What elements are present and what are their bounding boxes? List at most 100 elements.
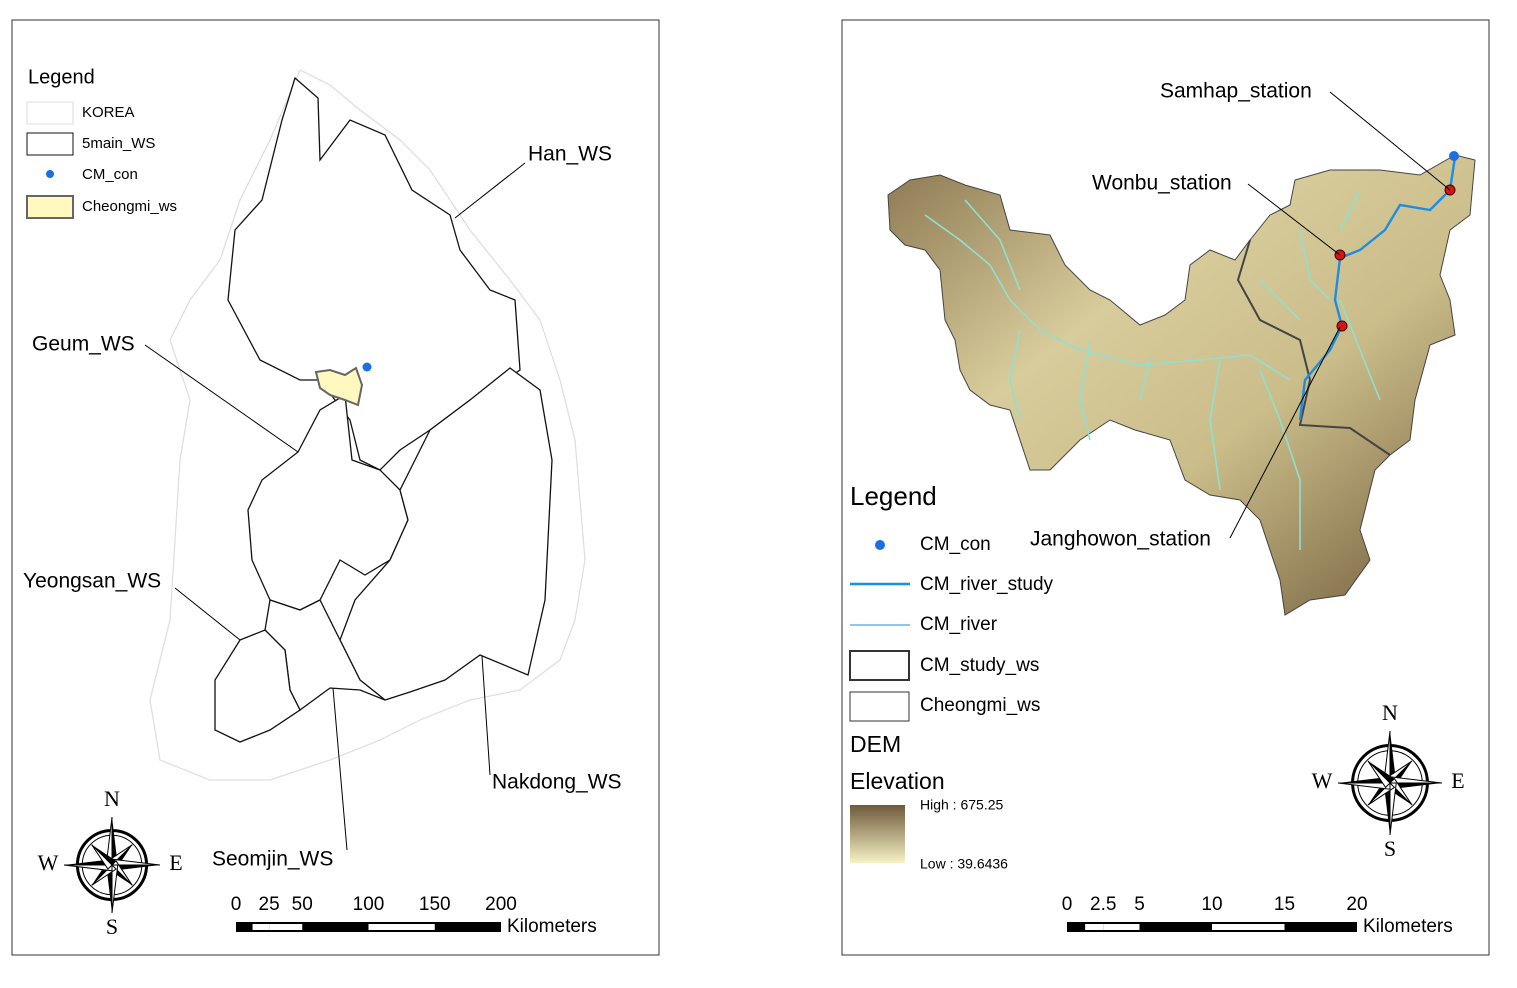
- label: Han_WS: [528, 143, 612, 166]
- scale-tick-label: 10: [1201, 894, 1222, 915]
- river: [964, 199, 1021, 291]
- compass-point: [112, 865, 160, 871]
- label: DEM: [850, 731, 901, 757]
- legend-5main: [26, 132, 74, 156]
- scale-tick-label: 150: [419, 894, 451, 915]
- label: N: [1382, 700, 1398, 725]
- label: KOREA: [82, 104, 135, 121]
- scale-bar-segment: [1212, 924, 1285, 930]
- leader-line: [174, 587, 241, 641]
- study-ws-boundary: [1236, 239, 1391, 456]
- label: CM_con: [82, 166, 138, 183]
- korea-outline: [149, 69, 586, 781]
- right-frame: [841, 19, 1490, 956]
- dem-surface: [887, 154, 1476, 616]
- label: N: [104, 786, 120, 811]
- leader-line: [144, 344, 299, 453]
- compass-point: [106, 865, 112, 913]
- scale-tick-label: 15: [1274, 894, 1295, 915]
- compass-point: [1338, 776, 1390, 783]
- scale-tick-label: 200: [485, 894, 517, 915]
- label: CM_con: [920, 534, 991, 555]
- river: [1079, 339, 1091, 441]
- river: [1259, 279, 1301, 321]
- cheongmi-ws: [314, 366, 364, 407]
- river: [924, 214, 1291, 381]
- label: E: [169, 850, 182, 875]
- legend-cm-con: [875, 540, 885, 550]
- leader-line: [454, 162, 526, 219]
- river: [1299, 229, 1331, 301]
- leader-line: [332, 687, 348, 851]
- scale-bar-segment: [368, 924, 435, 930]
- river: [1259, 369, 1301, 550]
- compass-point: [64, 859, 112, 865]
- label: Nakdong_WS: [492, 771, 622, 794]
- label: Elevation: [850, 768, 945, 794]
- label: Legend: [850, 481, 937, 511]
- cm-con-point: [1449, 151, 1459, 161]
- compass-point: [1390, 783, 1442, 790]
- compass-point: [1390, 731, 1397, 783]
- scale-tick-label: 0: [231, 894, 242, 915]
- label: CM_river_study: [920, 574, 1054, 595]
- scale-bar-segment: [269, 924, 303, 930]
- label: Cheongmi_ws: [82, 198, 177, 215]
- compass-point: [91, 844, 117, 865]
- label: S: [1384, 836, 1396, 861]
- elevation-ramp: [850, 805, 905, 863]
- label: Seomjin_WS: [212, 848, 333, 871]
- label: E: [1451, 768, 1464, 793]
- legend-korea: [26, 101, 74, 125]
- label: Cheongmi_ws: [920, 695, 1040, 716]
- compass-point: [1383, 783, 1390, 835]
- river: [1339, 189, 1361, 231]
- compass-point: [112, 817, 118, 865]
- cm-con-point: [362, 362, 372, 372]
- scale-tick-label: 2.5: [1090, 894, 1116, 915]
- legend-cheongmi: [26, 195, 74, 219]
- yeongsan-ws: [214, 629, 301, 743]
- label: CM_river: [920, 614, 998, 635]
- compass-point: [111, 864, 119, 914]
- label: Samhap_station: [1160, 80, 1312, 103]
- label: High : 675.25: [920, 797, 1003, 813]
- scale-tick-label: 25: [259, 894, 280, 915]
- label: Janghowon_station: [1030, 528, 1211, 551]
- label: Yeongsan_WS: [23, 570, 161, 593]
- label: W: [1312, 768, 1333, 793]
- label: 5main_WS: [82, 135, 155, 152]
- geum-ws: [247, 393, 409, 611]
- label: Wonbu_station: [1092, 172, 1232, 195]
- left-frame: [11, 19, 660, 956]
- label: Kilometers: [1363, 916, 1453, 937]
- scale-tick-label: 5: [1134, 894, 1145, 915]
- scale-tick-label: 0: [1062, 894, 1073, 915]
- river: [1009, 329, 1021, 421]
- scale-bar-segment: [1085, 924, 1104, 930]
- river: [1139, 359, 1151, 401]
- leader-line: [1229, 326, 1341, 539]
- scale-tick-label: 50: [292, 894, 313, 915]
- compass-point: [1389, 776, 1443, 784]
- compass-point: [111, 858, 161, 866]
- leader-line: [481, 655, 491, 776]
- compass-point: [91, 844, 113, 870]
- label: CM_study_ws: [920, 655, 1039, 676]
- river: [1339, 299, 1381, 401]
- compass-point: [1367, 760, 1391, 789]
- scale-bar-segment: [252, 924, 270, 930]
- scale-tick-label: 100: [353, 894, 385, 915]
- compass-point: [1367, 760, 1395, 783]
- leader-line: [1247, 183, 1341, 256]
- label: Geum_WS: [32, 333, 135, 356]
- legend-cm-con: [46, 170, 54, 178]
- label: Low : 39.6436: [920, 856, 1008, 872]
- scale-bar-segment: [1103, 924, 1140, 930]
- river: [1209, 359, 1221, 491]
- compass-point: [1389, 782, 1397, 836]
- compass-point: [63, 864, 113, 872]
- legend-cheongmi: [849, 691, 910, 722]
